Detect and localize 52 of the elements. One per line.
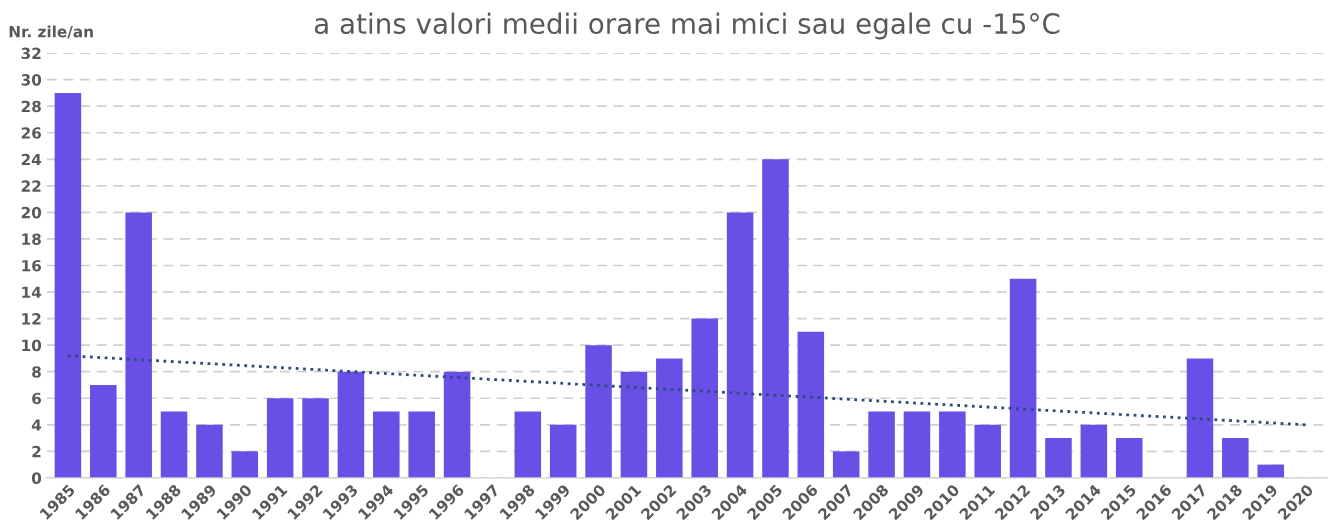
bar <box>443 371 471 478</box>
y-tick-label: 26 <box>21 127 42 139</box>
y-tick-label: 4 <box>31 419 42 431</box>
bar <box>762 159 789 478</box>
bar <box>1257 464 1284 478</box>
bar <box>585 345 612 478</box>
y-tick-label: 20 <box>21 206 42 219</box>
bar <box>266 398 294 478</box>
y-tick-label: 6 <box>32 392 42 405</box>
bar <box>974 424 1001 478</box>
bar <box>620 371 648 478</box>
y-tick-label: 32 <box>21 47 41 60</box>
bar <box>160 411 188 478</box>
bar <box>231 451 259 478</box>
bar <box>726 212 754 478</box>
bar <box>832 451 860 478</box>
bar <box>549 424 577 478</box>
y-tick-label: 14 <box>22 286 42 298</box>
bar <box>514 411 542 478</box>
bar <box>90 384 117 478</box>
y-tick-label: 24 <box>21 153 42 166</box>
bar <box>1009 278 1037 478</box>
y-tick-label: 8 <box>32 366 41 378</box>
bar <box>373 411 400 478</box>
bar <box>868 411 895 478</box>
bar <box>1045 438 1072 478</box>
y-tick-label: 12 <box>22 313 41 325</box>
bar <box>903 411 931 478</box>
y-tick-label: 18 <box>22 233 41 245</box>
bar <box>196 424 223 478</box>
y-tick-label: 0 <box>31 472 42 484</box>
bar <box>1080 424 1108 478</box>
bar <box>1186 358 1214 478</box>
bar <box>125 212 152 478</box>
y-tick-label: 2 <box>32 445 41 458</box>
bar <box>656 358 683 478</box>
bar <box>337 371 365 478</box>
bar <box>939 411 966 478</box>
bar <box>797 331 825 478</box>
bar <box>408 411 435 478</box>
y-tick-label: 28 <box>21 100 41 113</box>
bar <box>691 318 718 478</box>
bar <box>302 398 329 478</box>
y-axis-title: Nr. zile/an <box>9 25 93 39</box>
bar <box>1115 438 1143 478</box>
y-tick-label: 10 <box>22 339 42 352</box>
chart-title: a atins valori medii orare mai mici sau egale cu -15°C <box>314 12 1060 40</box>
y-tick-label: 30 <box>21 74 42 86</box>
bar <box>54 92 82 478</box>
y-tick-label: 16 <box>22 259 42 272</box>
y-tick-label: 22 <box>21 180 41 192</box>
bar <box>1222 438 1249 478</box>
